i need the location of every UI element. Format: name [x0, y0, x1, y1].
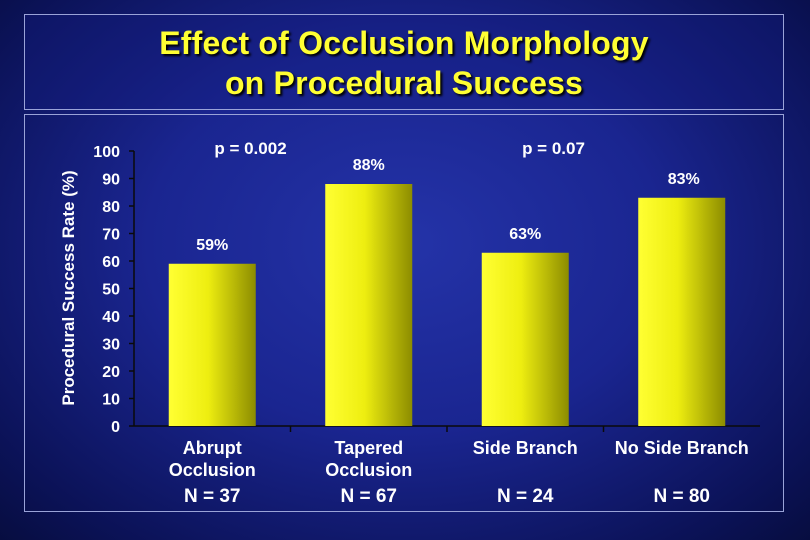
data-label: 88% [353, 157, 385, 174]
bar [638, 197, 726, 426]
y-tick-label: 80 [102, 199, 120, 216]
category-label: Side Branch [473, 438, 578, 458]
n-label: N = 24 [497, 486, 554, 507]
data-label: 63% [509, 226, 541, 243]
bar [481, 252, 569, 426]
y-tick-label: 30 [102, 337, 120, 354]
n-label: N = 37 [184, 486, 241, 507]
category-label: No Side Branch [615, 438, 749, 458]
title-box: Effect of Occlusion Morphology on Proced… [24, 14, 784, 110]
y-axis-title: Procedural Success Rate (%) [59, 170, 78, 405]
chart-title-line-1: Effect of Occlusion Morphology [159, 25, 649, 61]
data-label: 59% [196, 237, 228, 254]
p-value-annotation: p = 0.002 [214, 139, 286, 158]
y-tick-label: 100 [93, 144, 120, 161]
y-tick-label: 40 [102, 309, 120, 326]
y-tick-label: 60 [102, 254, 120, 271]
bar [325, 184, 413, 426]
y-tick-label: 50 [102, 282, 120, 299]
y-tick-label: 0 [111, 419, 120, 436]
p-value-annotation: p = 0.07 [522, 139, 585, 158]
y-tick-label: 20 [102, 364, 120, 381]
category-label: Occlusion [325, 460, 412, 480]
y-tick-label: 70 [102, 227, 120, 244]
data-label: 83% [668, 171, 700, 188]
n-label: N = 67 [340, 486, 397, 507]
n-label: N = 80 [653, 486, 710, 507]
y-tick-label: 10 [102, 392, 120, 409]
category-label: Occlusion [169, 460, 256, 480]
bar [168, 263, 256, 426]
category-label: Abrupt [183, 438, 242, 458]
plot-area-frame [24, 114, 784, 512]
y-tick-label: 90 [102, 172, 120, 189]
category-label: Tapered [334, 438, 403, 458]
chart-title-line-2: on Procedural Success [224, 65, 584, 101]
